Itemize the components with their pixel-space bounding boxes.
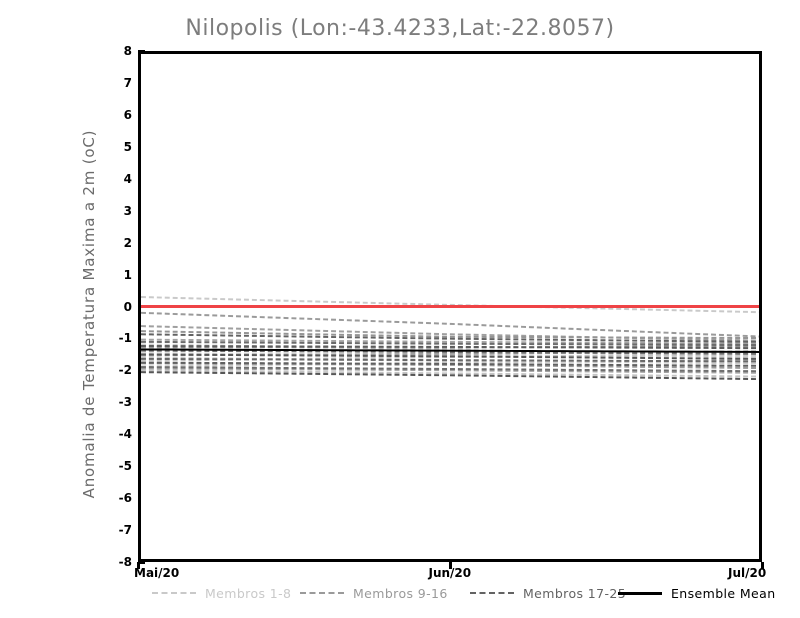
series-line — [141, 367, 759, 374]
legend-item[interactable]: Ensemble Mean — [618, 584, 776, 602]
series-line — [141, 330, 759, 340]
chart-title: Nilopolis (Lon:-43.4233,Lat:-22.8057) — [185, 16, 615, 41]
legend-swatch-icon — [470, 592, 514, 594]
x-tick-label: Mai/20 — [134, 566, 180, 580]
x-axis-tick-labels: Mai/20 Jun/20 Jul/20 — [0, 566, 800, 586]
y-tick-label: -6 — [118, 491, 132, 506]
y-tick-label: 5 — [123, 139, 132, 154]
x-tick-mark — [137, 562, 140, 569]
series-line — [141, 357, 759, 363]
legend-label: Membros 17-25 — [523, 585, 627, 601]
y-tick-label: 1 — [123, 267, 132, 282]
y-tick-label: 7 — [123, 75, 132, 90]
legend-label: Membros 9-16 — [353, 585, 448, 601]
x-tick-label: Jun/20 — [428, 566, 472, 580]
legend-label: Membros 1-8 — [205, 585, 292, 601]
series-line — [141, 311, 759, 338]
y-tick-label: 8 — [123, 44, 132, 58]
y-tick-label: -3 — [118, 395, 132, 410]
x-tick-label: Jul/20 — [728, 566, 767, 580]
series-line — [141, 348, 759, 353]
chart-legend: Membros 1-8 Membros 9-16 Membros 17-25 Ense… — [0, 584, 800, 606]
series-line — [141, 333, 759, 343]
y-tick-label: -5 — [118, 459, 132, 474]
x-tick-mark — [449, 562, 452, 569]
series-line — [141, 371, 759, 381]
series-line — [141, 361, 759, 367]
legend-swatch-icon — [300, 592, 344, 594]
legend-item[interactable]: Membros 9-16 — [300, 584, 448, 602]
y-axis-label: Anomalia de Temperatura Maxima a 2m (oC) — [80, 129, 98, 499]
legend-item[interactable]: Membros 17-25 — [470, 584, 626, 602]
y-tick-label: -2 — [118, 363, 132, 378]
legend-label: Ensemble Mean — [671, 585, 776, 601]
y-tick-label: 2 — [123, 235, 132, 250]
y-tick-label: -7 — [118, 523, 132, 538]
y-tick-label: -8 — [118, 555, 132, 569]
y-tick-label: 4 — [123, 171, 132, 186]
series-line — [141, 338, 759, 345]
legend-swatch-icon — [152, 592, 196, 594]
y-axis-tick-labels: 8 7 6 5 4 3 2 1 0 -1 -2 -3 -4 -5 -6 -7 -8 — [104, 0, 132, 618]
y-tick-mark — [138, 561, 145, 564]
legend-item[interactable]: Membros 1-8 — [152, 584, 291, 602]
series-line — [141, 349, 759, 355]
series-line — [141, 340, 759, 346]
y-tick-label: 3 — [123, 203, 132, 218]
y-tick-label: 0 — [123, 299, 132, 314]
series-line — [141, 353, 759, 360]
y-tick-label: 6 — [123, 107, 132, 122]
y-tick-label: -4 — [118, 427, 132, 442]
plot-area — [138, 51, 762, 562]
series-line — [141, 296, 759, 314]
y-tick-label: -1 — [118, 331, 132, 346]
series-line — [141, 344, 759, 350]
series-line — [141, 366, 759, 373]
series-line — [141, 369, 759, 378]
plot-lines — [141, 296, 759, 381]
x-tick-mark — [761, 562, 764, 569]
legend-swatch-icon — [618, 591, 662, 595]
